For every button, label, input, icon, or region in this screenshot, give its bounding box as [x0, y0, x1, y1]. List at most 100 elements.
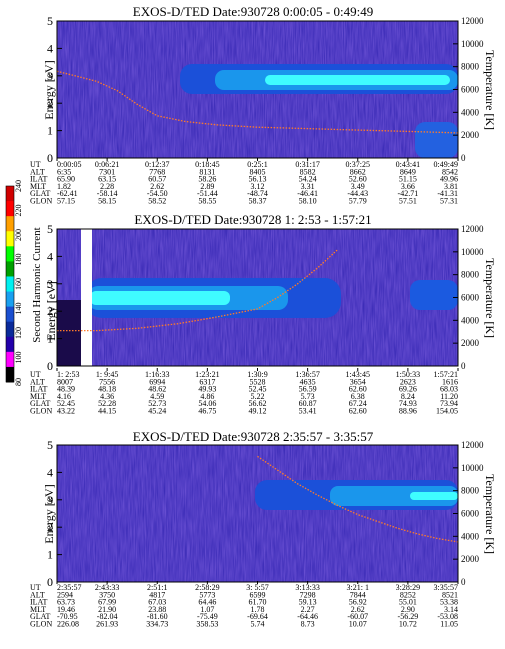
ytick-label: 4 [47, 249, 53, 263]
table-cell: 1:23:21 [195, 370, 219, 379]
panel-2-y2ticks: 0 2000 4000 6000 8000 10000 12000 [453, 224, 484, 371]
table-cell: 7556 [99, 377, 115, 386]
table-cell: 23.88 [148, 605, 166, 614]
table-cell: 54.06 [198, 399, 216, 408]
table-cell: 7301 [99, 167, 115, 176]
table-cell: 56.92 [349, 598, 367, 607]
panel-1-yticks: 0 1 2 3 4 5 [47, 14, 62, 165]
panel-3-noise [57, 445, 458, 582]
ytick-label: 5 [47, 438, 53, 452]
table-cell: 3.31 [301, 182, 315, 191]
y2tick-label: 12000 [461, 16, 484, 26]
table-cell: 154.05 [436, 407, 458, 416]
table-cell: 5773 [199, 590, 215, 599]
table-cell: 57.79 [349, 197, 367, 206]
colorbar-tick-label: 180 [14, 254, 23, 266]
table-row-label: ILAT [30, 598, 47, 607]
table-row-label: GLAT [30, 612, 51, 621]
panel-1-y2label: Temperature [K] [483, 50, 497, 130]
table-cell: 43.22 [57, 407, 75, 416]
table-cell: 52.60 [349, 175, 367, 184]
table-cell: 62.60 [349, 385, 367, 394]
table-cell: 21.90 [98, 605, 116, 614]
table-cell: 0:43:41 [396, 160, 420, 169]
table-cell: 0:06:21 [95, 160, 119, 169]
colorbar-tick-label: 100 [14, 352, 23, 364]
table-cell: -54.50 [147, 189, 168, 198]
table-cell: 261.93 [96, 620, 118, 629]
table-cell: 0:31:17 [295, 160, 319, 169]
table-cell: 6317 [199, 377, 215, 386]
table-cell: 5.22 [251, 392, 265, 401]
panel-2-lowtime-dark [57, 300, 81, 366]
ytick-label: 2 [47, 520, 53, 534]
table-cell: 19.46 [57, 605, 75, 614]
panel-3-band-core [410, 492, 458, 500]
table-cell: 8007 [57, 377, 73, 386]
table-cell: 7298 [300, 590, 316, 599]
colorbar-swatch [6, 216, 14, 232]
panel-2-plot [56, 228, 459, 367]
table-cell: 48.18 [98, 385, 116, 394]
table-cell: 1.07 [200, 605, 214, 614]
table-cell: 8521 [442, 590, 458, 599]
ytick-label: 0 [47, 151, 53, 165]
table-cell: 1: 2:53 [57, 370, 79, 379]
table-row-label: UT [30, 583, 41, 592]
table-cell: 60.57 [148, 175, 166, 184]
y2tick-label: 4000 [461, 107, 480, 117]
table-row-label: GLAT [30, 189, 51, 198]
table-row-label: ALT [30, 167, 45, 176]
panel-1: EXOS-D/TED Date:930728 0:00:05 - 0:49:49… [30, 4, 497, 206]
table-cell: 2.62 [351, 605, 365, 614]
table-cell: 57.15 [57, 197, 75, 206]
table-cell: 54.24 [299, 175, 317, 184]
table-cell: 1616 [442, 377, 458, 386]
table-cell: 48.62 [148, 385, 166, 394]
table-cell: 2.62 [150, 182, 164, 191]
y2tick-label: 10000 [461, 463, 484, 473]
table-cell: 44.15 [98, 407, 116, 416]
table-cell: 0:18:45 [195, 160, 219, 169]
table-cell: 64.46 [198, 598, 216, 607]
table-cell: -48.74 [247, 189, 268, 198]
panel-2: EXOS-D/TED Date:930728 1: 2:53 - 1:57:21… [30, 212, 497, 416]
table-cell: 63.15 [98, 175, 116, 184]
table-cell: 56.13 [249, 175, 267, 184]
panel-3-band-mid [330, 486, 458, 506]
table-cell: 5.74 [251, 620, 265, 629]
table-cell: 6.38 [351, 392, 365, 401]
ytick-label: 1 [47, 548, 53, 562]
table-cell: 0:49:49 [434, 160, 458, 169]
colorbar-swatch [6, 246, 14, 262]
table-cell: 53.41 [299, 407, 317, 416]
panel-2-ylabel: Energy [eV] [44, 281, 58, 340]
colorbar-ticks: 80 100 120 140 160 180 200 220 240 [14, 180, 23, 386]
table-cell: 61.70 [249, 598, 267, 607]
table-cell: 1:16:33 [145, 370, 169, 379]
y2tick-label: 2000 [461, 338, 480, 348]
table-cell: 1:36:57 [295, 370, 319, 379]
table-row-label: GLAT [30, 399, 51, 408]
panel-2-band-core [90, 291, 230, 305]
table-cell: 8405 [250, 167, 266, 176]
table-row-label: MLT [30, 605, 46, 614]
table-cell: 52.45 [249, 385, 267, 394]
table-row-label: UT [30, 370, 41, 379]
table-cell: 62.60 [349, 407, 367, 416]
y2tick-label: 6000 [461, 509, 480, 519]
colorbar-swatch [6, 366, 14, 383]
table-cell: 2.89 [200, 182, 214, 191]
table-cell: 3:28:29 [396, 583, 420, 592]
table-cell: 8649 [400, 167, 416, 176]
table-cell: 52.28 [98, 399, 116, 408]
table-cell: 11.20 [440, 392, 458, 401]
table-row-label: UT [30, 160, 41, 169]
table-cell: 60.87 [299, 399, 317, 408]
table-cell: -75.49 [197, 612, 218, 621]
table-cell: 3.14 [444, 605, 458, 614]
y2tick-label: 6000 [461, 85, 480, 95]
table-cell: 58.55 [198, 197, 216, 206]
table-row-label: GLON [30, 197, 52, 206]
table-cell: 8662 [350, 167, 366, 176]
